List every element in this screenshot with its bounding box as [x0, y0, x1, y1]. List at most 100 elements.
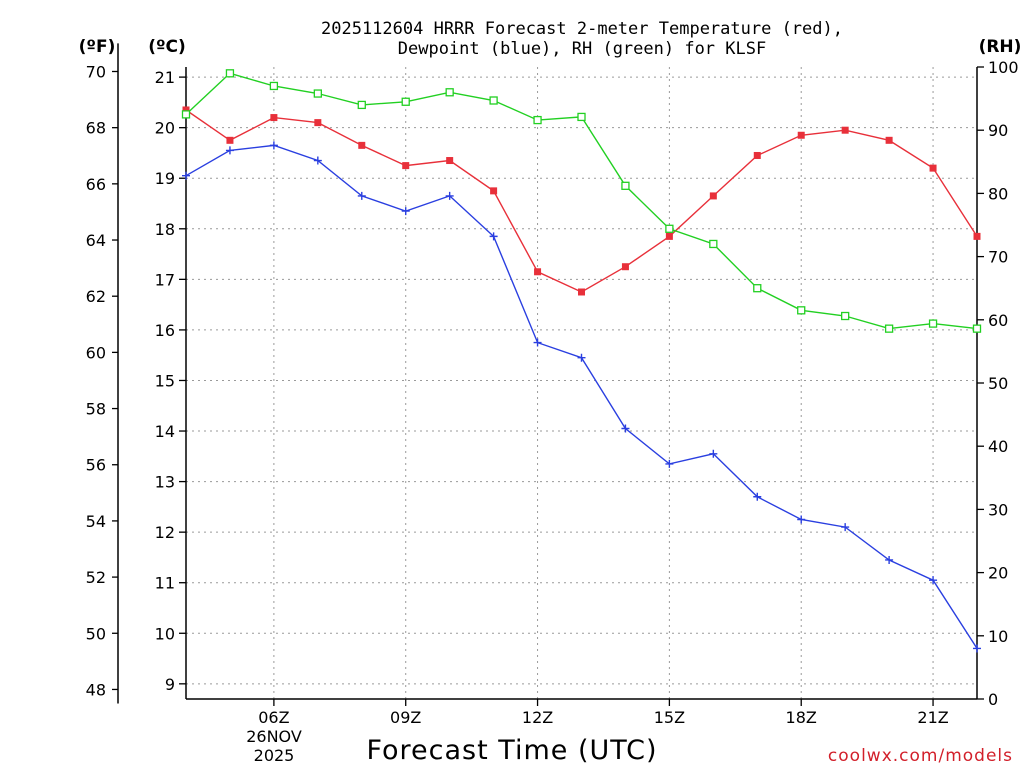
rh-point-13	[577, 112, 586, 122]
rh-point-16	[709, 239, 718, 249]
rh-tick-label-60: 60	[988, 311, 1008, 330]
x-tick-label-15Z: 15Z	[654, 708, 685, 727]
fahrenheit-tick-label-66: 66	[86, 175, 106, 194]
chart-title-line-2: Dewpoint (blue), RH (green) for KLSF	[398, 39, 766, 59]
temperature-point-18	[797, 131, 805, 139]
celsius-tick-label-16: 16	[155, 321, 175, 340]
fahrenheit-tick-label-48: 48	[86, 680, 106, 699]
temperature-point-15	[665, 232, 673, 240]
temperature-point-17	[753, 151, 761, 159]
rh-tick-label-30: 30	[988, 500, 1008, 519]
celsius-tick-label-9: 9	[165, 675, 175, 694]
fahrenheit-tick-label-58: 58	[86, 400, 106, 419]
dewpoint-point-14	[621, 424, 630, 433]
dewpoint-point-9	[401, 207, 410, 216]
temperature-point-11	[490, 187, 498, 195]
dewpoint-point-4	[182, 171, 190, 180]
rh-point-11	[489, 96, 498, 105]
rh-point-7	[313, 89, 322, 98]
rh-point-15	[665, 224, 674, 233]
rh-point-18	[797, 306, 806, 315]
celsius-tick-label-12: 12	[155, 523, 175, 542]
dewpoint-point-21	[929, 576, 938, 585]
temperature-point-14	[621, 263, 629, 271]
temperature-point-13	[578, 288, 585, 296]
rh-point-5	[225, 69, 235, 78]
celsius-tick-label-18: 18	[155, 220, 175, 239]
fahrenheit-tick-label-60: 60	[86, 343, 106, 362]
celsius-tick-label-20: 20	[155, 119, 175, 138]
dewpoint-point-16	[709, 449, 718, 458]
dewpoint-point-15	[665, 459, 674, 468]
temperature-point-7	[314, 119, 322, 127]
dewpoint-point-18	[797, 515, 806, 524]
temperature-point-6	[270, 114, 278, 122]
fahrenheit-tick-label-62: 62	[86, 287, 106, 306]
rh-point-20	[884, 324, 894, 333]
rh-tick-label-0: 0	[988, 690, 998, 709]
celsius-tick-label-14: 14	[155, 422, 175, 441]
dewpoint-point-22	[973, 644, 981, 653]
celsius-tick-label-13: 13	[155, 473, 175, 492]
x-tick-label-09Z: 09Z	[390, 708, 421, 727]
temperature-point-16	[709, 192, 717, 200]
rh-tick-label-10: 10	[988, 627, 1008, 646]
celsius-unit-label: (ºC)	[148, 37, 186, 57]
x-date-label-day: 26NOV	[246, 727, 302, 746]
dewpoint-point-19	[841, 523, 850, 532]
temperature-point-20	[885, 136, 893, 144]
fahrenheit-tick-label-68: 68	[86, 119, 106, 138]
axes: 9 10 11 12 13 14 15 16 17 18 19 20 21 48 50 52 54 56 58 60 6…	[86, 43, 1019, 727]
dewpoint-line	[185, 144, 978, 649]
dewpoint-point-5	[225, 146, 234, 155]
x-tick-label-12Z: 12Z	[522, 708, 553, 727]
dewpoint-point-6	[269, 141, 278, 150]
rh-point-19	[841, 311, 850, 321]
rh-tick-label-100: 100	[988, 58, 1019, 77]
fahrenheit-tick-label-52: 52	[86, 568, 106, 587]
celsius-tick-label-19: 19	[155, 169, 175, 188]
fahrenheit-unit-label: (ºF)	[79, 37, 116, 57]
temperature-point-8	[358, 141, 366, 149]
rh-point-8	[357, 100, 366, 110]
rh-point-21	[928, 319, 938, 328]
dewpoint-point-20	[885, 555, 894, 564]
x-date-label-year: 2025	[254, 746, 295, 765]
fahrenheit-tick-label-56: 56	[86, 456, 106, 475]
dewpoint-point-8	[357, 191, 366, 200]
rh-point-9	[401, 97, 410, 106]
celsius-tick-label-11: 11	[155, 574, 175, 593]
temperature-point-22	[973, 232, 981, 240]
temperature-point-12	[534, 268, 542, 276]
celsius-tick-label-10: 10	[155, 624, 175, 643]
rh-point-22	[972, 324, 982, 333]
temperature-point-10	[446, 157, 454, 165]
rh-tick-label-40: 40	[988, 437, 1008, 456]
temperature-point-9	[402, 162, 410, 170]
rh-tick-label-20: 20	[988, 564, 1008, 583]
rh-tick-label-90: 90	[988, 121, 1008, 140]
rh-tick-label-50: 50	[988, 374, 1008, 393]
credit-text: coolwx.com/models	[828, 746, 1013, 766]
x-tick-label-21Z: 21Z	[917, 708, 948, 727]
x-tick-label-06Z: 06Z	[258, 708, 289, 727]
temperature-point-19	[841, 126, 849, 134]
dewpoint-point-17	[753, 492, 762, 501]
dewpoint-point-7	[313, 156, 322, 165]
rh-tick-label-70: 70	[988, 248, 1008, 267]
fahrenheit-tick-label-50: 50	[86, 624, 106, 643]
rh-point-17	[753, 284, 762, 293]
chart-title-line-1: 2025112604 HRRR Forecast 2-meter Tempera…	[321, 19, 843, 39]
celsius-tick-label-21: 21	[155, 68, 175, 87]
fahrenheit-tick-label-54: 54	[86, 512, 106, 531]
x-axis-title: Forecast Time (UTC)	[366, 735, 657, 766]
temperature-point-21	[929, 164, 937, 172]
temperature-point-5	[226, 136, 234, 144]
rh-point-12	[533, 115, 542, 125]
fahrenheit-tick-label-70: 70	[86, 62, 106, 81]
rh-point-10	[445, 88, 454, 97]
temperature-point-4	[182, 106, 190, 114]
dewpoint-point-12	[533, 338, 542, 347]
rh-point-4	[181, 110, 191, 119]
